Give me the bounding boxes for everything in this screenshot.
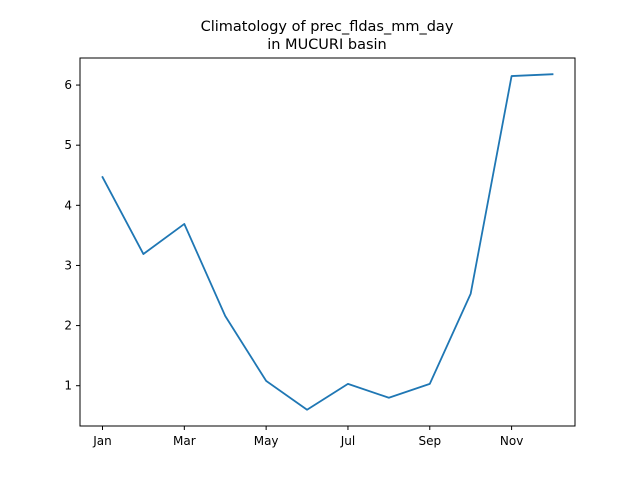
series-line: [101, 73, 554, 411]
y-tick-label: 1: [64, 379, 72, 393]
x-axis: Jan Mar May Jul Sep Nov: [92, 426, 523, 448]
x-tick-label: Jul: [340, 434, 355, 448]
x-tick-label: Sep: [418, 434, 441, 448]
y-tick-label: 6: [64, 78, 72, 92]
y-tick-label: 3: [64, 258, 72, 272]
x-tick-label: Jan: [92, 434, 112, 448]
x-tick-label: May: [254, 434, 279, 448]
y-tick-label: 5: [64, 138, 72, 152]
x-tick-label: Nov: [500, 434, 523, 448]
chart-title-line-2: in MUCURI basin: [267, 37, 387, 53]
x-tick-label: Mar: [173, 434, 196, 448]
chart-title-line-1: Climatology of prec_fldas_mm_day: [201, 19, 454, 35]
series-layer: [101, 73, 554, 411]
y-axis: 1 2 3 4 5 6: [64, 78, 80, 393]
y-tick-label: 2: [64, 319, 72, 333]
plot-area-frame: [79, 57, 576, 427]
y-tick-label: 4: [64, 198, 72, 212]
